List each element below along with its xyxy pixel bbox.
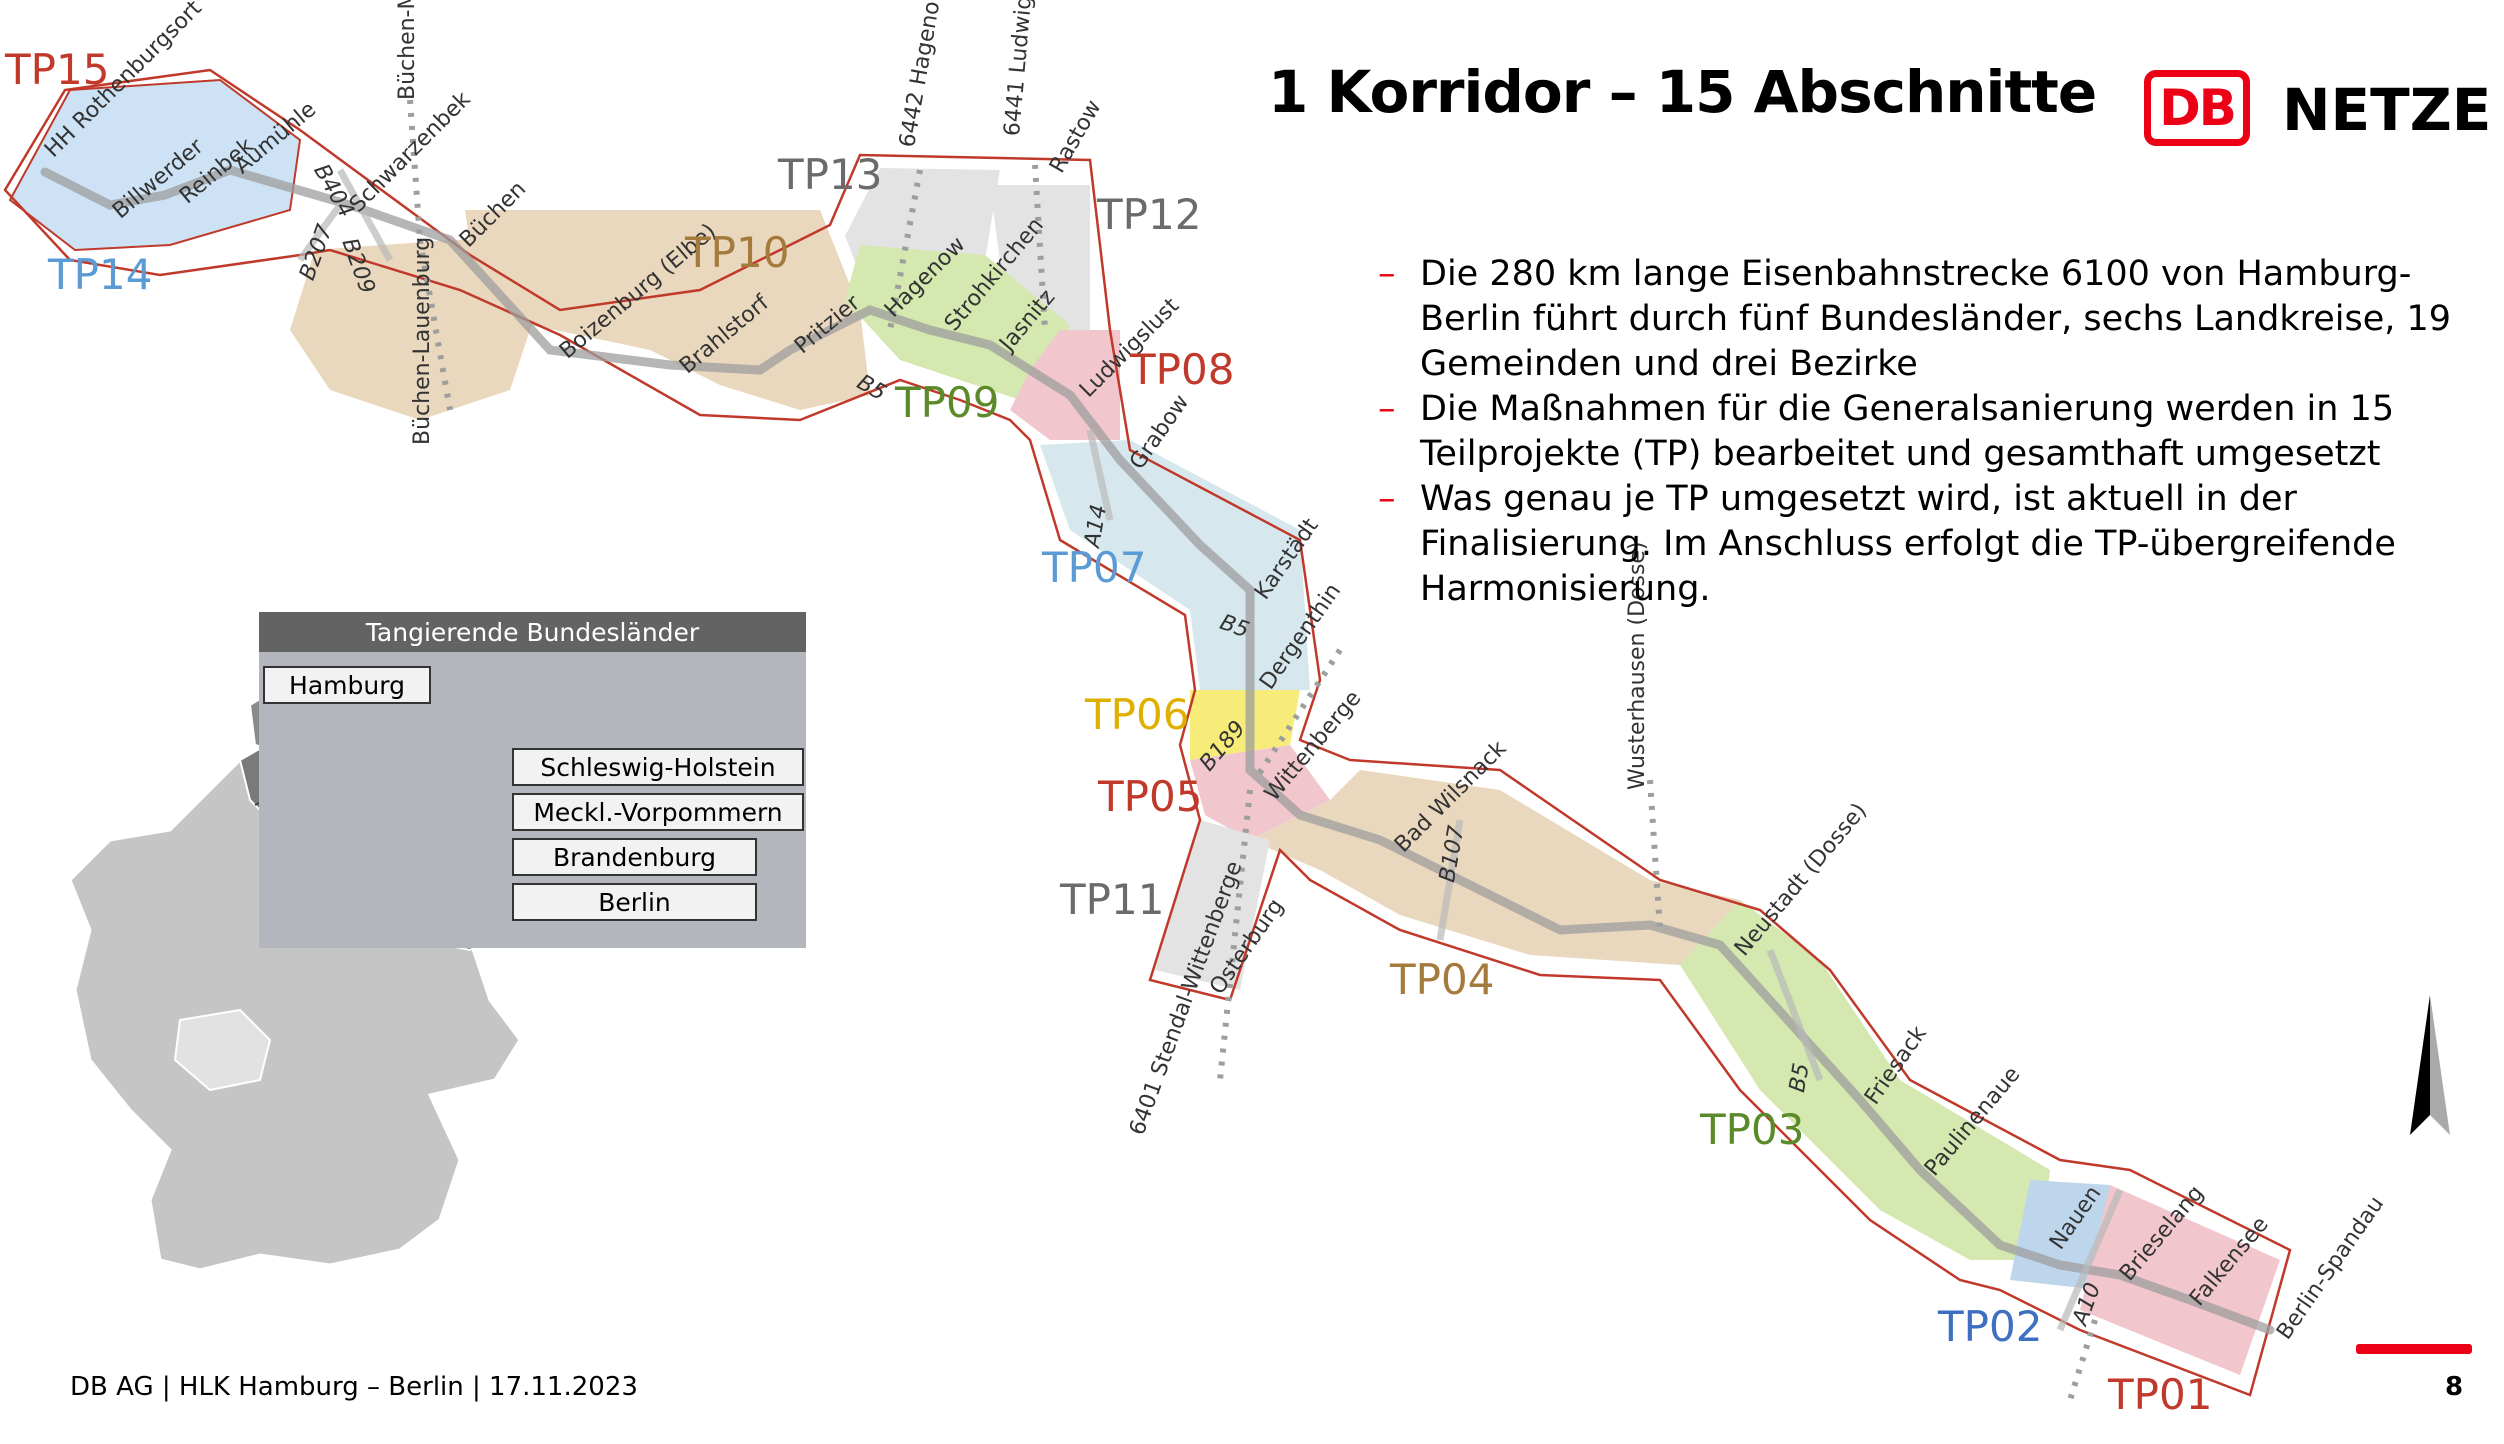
tp14-area: [8, 78, 302, 252]
station-brahlstorf: Brahlstorf: [675, 290, 774, 380]
branch-buechen-moelln: Büchen-Mölln: [395, 0, 420, 100]
tp03-area: [1680, 900, 2050, 1260]
route-line: [40, 165, 2275, 1335]
station-jasnitz: Jasnitz: [995, 285, 1061, 357]
road-b404: B404: [308, 160, 359, 222]
road-b207: B207: [295, 221, 339, 284]
db-logo: DB: [2144, 70, 2250, 146]
state-brandenburg: Brandenburg: [512, 838, 757, 876]
branch-buechen-lauenburg: Büchen-Lauenburg: [410, 236, 435, 445]
bullet-item: – Die Maßnahmen für die Generalsanierung …: [1378, 389, 2395, 474]
tp10-label: TP10: [685, 228, 790, 277]
station-schwarzenbek: Schwarzenbek: [345, 87, 476, 218]
station-grabow: Grabow: [1125, 390, 1195, 475]
road-b5-north: B5: [852, 370, 891, 407]
station-buechen: Büchen: [455, 176, 532, 253]
tp01-area: [2080, 1185, 2280, 1375]
tp01-label: TP01: [2108, 1370, 2213, 1419]
tp04-label: TP04: [1390, 955, 1495, 1004]
tp08-label: TP08: [1130, 345, 1235, 394]
footer-text: DB AG | HLK Hamburg – Berlin | 17.11.202…: [70, 1372, 638, 1402]
tp12-label: TP12: [1097, 190, 1202, 239]
station-karstaedt: Karstädt: [1250, 514, 1324, 605]
road-b189: B189: [1195, 716, 1251, 777]
road-b107: B107: [1435, 823, 1470, 885]
bullet-item: – Die 280 km lange Eisenbahnstrecke 6100 …: [1378, 254, 2452, 384]
corridor-outline: [3, 68, 2292, 1397]
footer-red-bar: [2356, 1344, 2472, 1354]
tp08-area: [1010, 330, 1120, 440]
road-lines: [297, 168, 2124, 1332]
state-schleswig-holstein: Schleswig-Holstein: [512, 748, 804, 786]
road-b209: B209: [336, 235, 380, 298]
station-berlin-spandau: Berlin-Spandau: [2272, 1191, 2390, 1345]
station-wittenberge: Wittenberge: [1260, 685, 1367, 807]
north-arrow-icon: [2410, 995, 2450, 1135]
page-title: 1 Korridor – 15 Abschnitte: [1268, 58, 2097, 126]
tp15-label: TP15: [5, 45, 110, 94]
tp09-label: TP09: [895, 378, 1000, 427]
tp-polygons: [8, 78, 2280, 1375]
station-friesack: Friesack: [1860, 1021, 1932, 1110]
tp06-area: [1190, 690, 1300, 760]
tp11-area: [1155, 820, 1270, 990]
page-number: 8: [2445, 1372, 2464, 1402]
tp05-label: TP05: [1098, 772, 1203, 821]
station-paulinenaue: Paulinenaue: [1920, 1062, 2026, 1182]
road-b5-mid: B5: [1216, 610, 1253, 644]
station-falkensee: Falkensee: [2185, 1212, 2274, 1312]
state-berlin: Berlin: [512, 883, 757, 921]
station-neustadt-dosse: Neustadt (Dosse): [1730, 798, 1873, 962]
station-nauen: Nauen: [2045, 1181, 2107, 1255]
tp07-label: TP07: [1042, 543, 1147, 592]
bullet-list: – Die 280 km lange Eisenbahnstrecke 6100 …: [1378, 252, 2458, 612]
tp14-label: TP14: [48, 250, 153, 299]
road-a10: A10: [2068, 1279, 2107, 1329]
legend-title: Tangierende Bundesländer: [259, 612, 806, 652]
state-hamburg: Hamburg: [263, 666, 431, 704]
branch-rastow: Rastow: [1045, 95, 1107, 178]
tp06-label: TP06: [1085, 690, 1190, 739]
station-brieselang: Brieselang: [2115, 1180, 2209, 1287]
bullet-item: – Was genau je TP umgesetzt wird, ist akt…: [1378, 479, 2396, 609]
road-b5-south: B5: [1785, 1061, 1815, 1095]
tp02-area: [2010, 1180, 2110, 1290]
tp02-label: TP02: [1938, 1302, 2043, 1351]
branch-lines: [407, 99, 2098, 1401]
tp11-label: TP11: [1060, 875, 1165, 924]
branch-hagenow-schwerin: 6442 Hagenow-Schwerin: [895, 0, 968, 150]
branch-ludwigslust-schwerin: 6441 Ludwigslust-Schwerin: [1000, 0, 1051, 137]
state-meckl-vorpommern: Meckl.-Vorpommern: [512, 793, 804, 831]
tp03-label: TP03: [1700, 1105, 1805, 1154]
tp13-label: TP13: [778, 150, 883, 199]
station-pritzier: Pritzier: [790, 290, 865, 360]
tp04-area: [1250, 770, 1740, 965]
netze-logo: NETZE: [2282, 76, 2492, 144]
